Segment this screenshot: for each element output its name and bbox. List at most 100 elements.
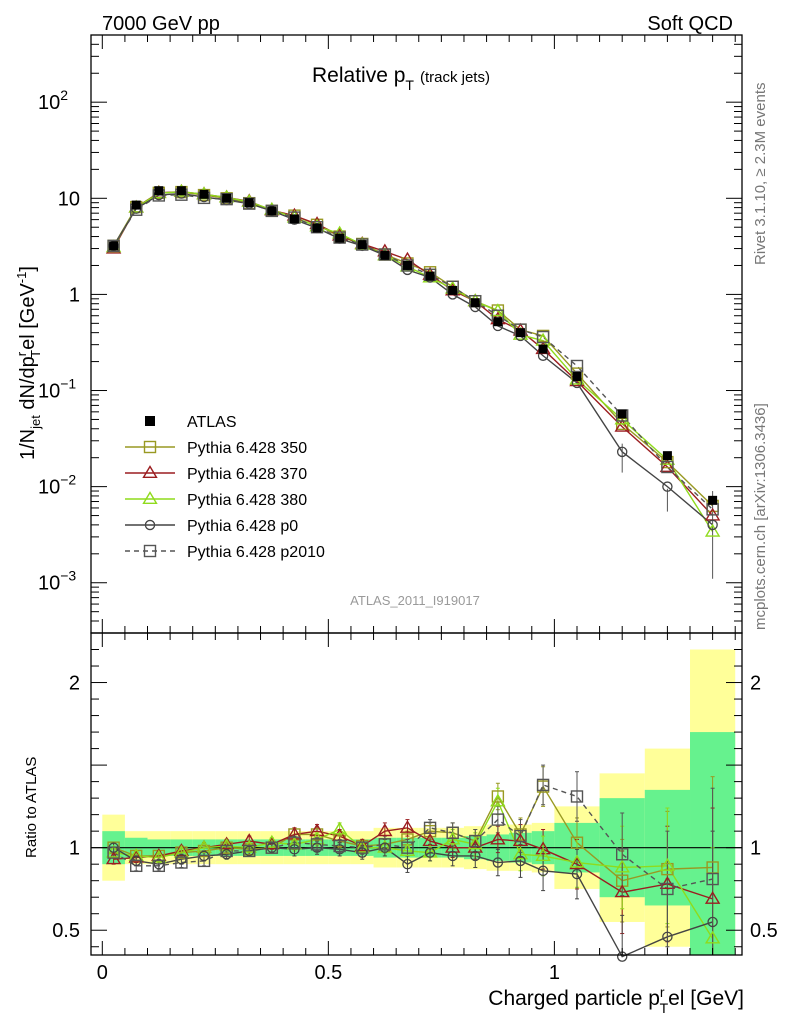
ratio-point: [570, 790, 584, 803]
legend-marker: [143, 544, 157, 558]
data-point-atlas: [617, 409, 627, 419]
ratio-point: [570, 836, 584, 849]
ratio-point: [173, 843, 190, 857]
data-point: [570, 359, 584, 373]
ratio-point: [378, 838, 392, 851]
ratio-point: [704, 890, 721, 904]
legend-marker: [144, 519, 156, 531]
data-point-atlas: [131, 200, 141, 210]
data-point-atlas: [289, 214, 299, 224]
data-point-atlas: [312, 223, 322, 233]
ratio-point: [309, 823, 325, 837]
legend: ATLAS Pythia 6.428 350 Pythia 6.428 370 Pyt…: [125, 414, 325, 561]
data-point: [243, 197, 256, 210]
ratio-y-tick-label-right: 2: [750, 673, 761, 695]
top-ylabel: 1/Njet dN/dprTel [GeV-1]: [14, 266, 43, 460]
data-point-atlas: [154, 186, 164, 196]
ratio-point: [659, 857, 676, 871]
legend-label: Pythia 6.428 p0: [187, 518, 298, 535]
ratio-point: [243, 844, 256, 858]
ratio-point: [176, 853, 187, 865]
ratio-point: [310, 838, 324, 851]
x-tick-label: 0.5: [314, 962, 342, 984]
bottom-frame: [90, 632, 743, 956]
ratio-point: [492, 857, 504, 868]
data-point: [266, 205, 278, 217]
ratio-point: [469, 834, 482, 848]
ratio-point: [151, 849, 167, 863]
ratio-y-tick-label-right: 1: [750, 838, 761, 860]
data-point: [220, 192, 233, 206]
ratio-point: [153, 858, 165, 870]
data-point: [108, 240, 119, 252]
legend-marker: [142, 465, 158, 479]
data-point-atlas: [708, 495, 718, 505]
data-point: [107, 239, 120, 253]
ratio-point: [535, 848, 551, 861]
data-point-atlas: [515, 328, 525, 338]
ratio-point: [241, 839, 257, 853]
ratio-point: [536, 778, 550, 792]
ratio-y-tick-label: 2: [69, 673, 80, 695]
ratio-point: [537, 865, 549, 877]
ratio-point: [615, 848, 629, 861]
series-line: [113, 193, 714, 510]
data-point-atlas: [662, 451, 672, 461]
data-point-atlas: [176, 186, 186, 196]
data-point-atlas: [335, 233, 345, 243]
data-point: [536, 330, 550, 344]
ratio-point: [128, 849, 144, 863]
ratio-point: [467, 836, 483, 850]
y-tick-label: 10−1: [38, 376, 76, 403]
x-tick-label: 1: [549, 962, 560, 984]
bottom-ylabel: Ratio to ATLAS: [23, 757, 40, 858]
ratio-point: [196, 839, 212, 853]
ratio-panel: 0 0.5 1 0.5 0.5 1 1 2 2: [52, 632, 778, 984]
ratio-point: [444, 839, 461, 853]
ratio-point: [569, 856, 585, 870]
ratio-point: [265, 841, 279, 854]
ratio-point: [401, 841, 414, 854]
ratio-point: [289, 844, 300, 855]
legend-label: Pythia 6.428 350: [187, 440, 307, 457]
ratio-point: [221, 849, 232, 860]
ratio-point: [152, 859, 166, 873]
data-point-atlas: [222, 193, 232, 203]
legend-marker: [145, 416, 155, 426]
ratio-point: [334, 844, 345, 855]
data-point-atlas: [199, 189, 209, 199]
ratio-point: [243, 845, 255, 857]
legend-label: Pythia 6.428 380: [187, 492, 307, 509]
ratio-point: [130, 859, 143, 873]
data-point: [310, 221, 324, 234]
ratio-point: [512, 833, 529, 847]
data-point: [616, 446, 628, 458]
ratio-point: [571, 868, 583, 880]
ratio-point: [706, 872, 719, 886]
data-point-atlas: [244, 198, 254, 208]
header-right: Soft QCD: [647, 13, 733, 35]
header-left: 7000 GeV pp: [102, 13, 220, 35]
data-point-atlas: [448, 285, 458, 295]
ratio-point: [491, 813, 505, 826]
legend-label: Pythia 6.428 p2010: [187, 544, 325, 561]
y-tick-label: 10−3: [38, 568, 76, 595]
data-point: [356, 238, 369, 251]
ratio-point: [423, 821, 437, 835]
data-point: [704, 523, 721, 537]
ratio-point: [470, 850, 481, 862]
ratio-point: [197, 854, 211, 868]
ratio-point: [569, 854, 585, 868]
watermark: ATLAS_2011_I919017: [350, 593, 480, 608]
data-point-atlas: [267, 206, 277, 216]
data-point: [333, 231, 346, 244]
data-point: [707, 519, 718, 531]
ratio-point: [704, 930, 721, 944]
ratio-point: [490, 831, 506, 845]
ratio-point: [402, 858, 413, 870]
chart-title: Relative pT (track jets): [312, 64, 490, 93]
ratio-point: [379, 842, 391, 853]
data-point-atlas: [402, 260, 412, 270]
data-point-atlas: [470, 298, 480, 308]
